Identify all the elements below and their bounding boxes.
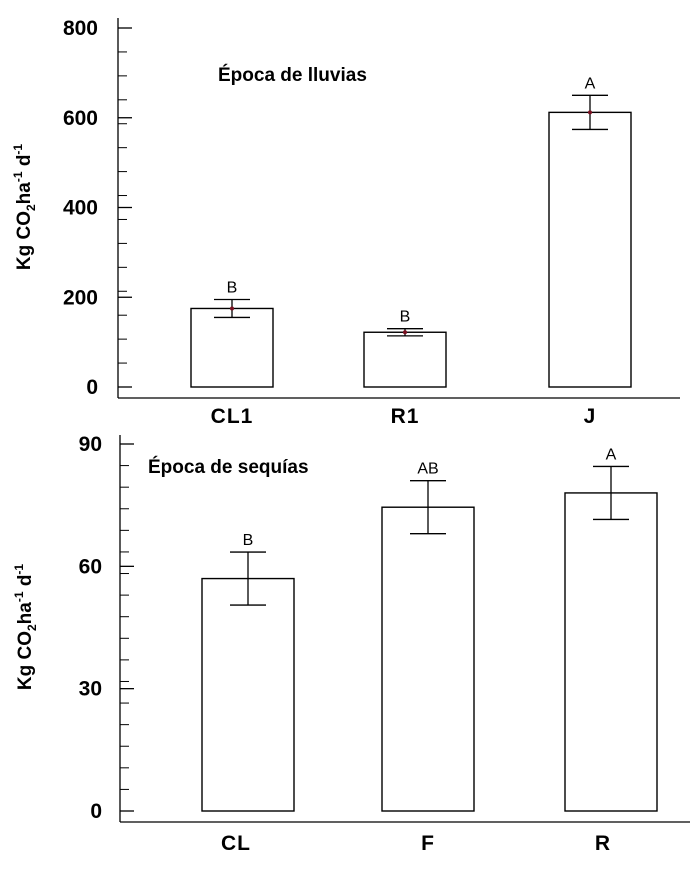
y-axis-label-sequias: Kg CO2ha-1 d-1 xyxy=(12,564,39,691)
category-label: CL1 xyxy=(211,405,254,428)
significance-letter: AB xyxy=(417,461,438,478)
chart-sequias: Época de sequías Kg CO2ha-1 d-1 0306090 … xyxy=(12,433,690,855)
y-tick-label: 800 xyxy=(63,17,98,40)
chart-title-lluvias: Época de lluvias xyxy=(218,64,367,86)
y-tick-label: 90 xyxy=(79,433,102,456)
chart-lluvias: Época de lluvias Kg CO2ha-1 d-1 0 200 400 6… xyxy=(11,17,680,428)
category-label: J xyxy=(584,405,597,428)
bar xyxy=(548,111,632,388)
mean-dot xyxy=(230,306,234,311)
category-label: R1 xyxy=(391,405,420,428)
y-ticks-sequias: 0 30 60 90 xyxy=(79,433,134,823)
significance-letter: B xyxy=(400,309,411,326)
y-tick-label: 0 xyxy=(86,376,98,399)
y-tick-label: 0 xyxy=(90,800,102,823)
bars-sequias: B AB A xyxy=(201,446,658,812)
y-ticks-lluvias: 0 200 400 600 800 xyxy=(63,17,132,399)
mean-dot xyxy=(403,330,407,335)
significance-letter: A xyxy=(585,75,596,92)
y-tick-label: 400 xyxy=(63,197,98,220)
chart-title-sequias: Época de sequías xyxy=(148,456,309,478)
significance-letter: A xyxy=(606,446,617,463)
bar xyxy=(201,577,295,812)
bar xyxy=(381,506,475,812)
mean-dot xyxy=(588,110,592,115)
y-tick-label: 200 xyxy=(63,286,98,309)
bar xyxy=(190,307,274,388)
y-axis-label-lluvias: Kg CO2ha-1 d-1 xyxy=(11,144,38,271)
bars-lluvias: B B A xyxy=(190,75,632,388)
bar xyxy=(363,331,447,388)
y-tick-label: 600 xyxy=(63,107,98,130)
category-label: F xyxy=(421,832,435,855)
category-label: R xyxy=(595,832,611,855)
category-label: CL xyxy=(221,832,251,855)
significance-letter: B xyxy=(227,279,238,296)
significance-letter: B xyxy=(243,532,254,549)
y-tick-label: 30 xyxy=(79,678,102,701)
bar xyxy=(564,492,658,812)
y-tick-label: 60 xyxy=(79,555,102,578)
